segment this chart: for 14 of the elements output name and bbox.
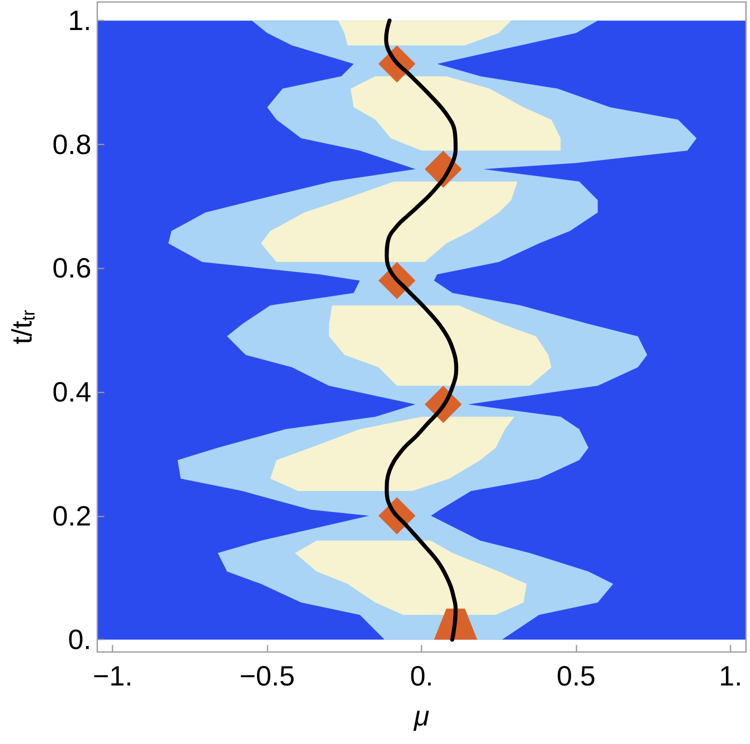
x-axis-title: μ [412, 700, 430, 732]
y-tick-label: 0. [68, 624, 92, 656]
x-tick-label: −1. [92, 660, 133, 692]
y-tick-label: 0.8 [52, 128, 92, 160]
x-tick-label: 0. [410, 660, 434, 692]
y-tick-label: 0.2 [52, 500, 92, 532]
x-tick-label: −0.5 [240, 660, 295, 692]
y-tick-label: 0.4 [52, 376, 92, 408]
y-axis-title: t/ttr [6, 310, 38, 344]
x-tick-label: 1. [718, 660, 742, 692]
y-tick-label: 1. [68, 5, 92, 36]
y-tick-label: 0.6 [52, 252, 92, 284]
x-tick-label: 0.5 [556, 660, 596, 692]
line-series [384, 18, 458, 642]
